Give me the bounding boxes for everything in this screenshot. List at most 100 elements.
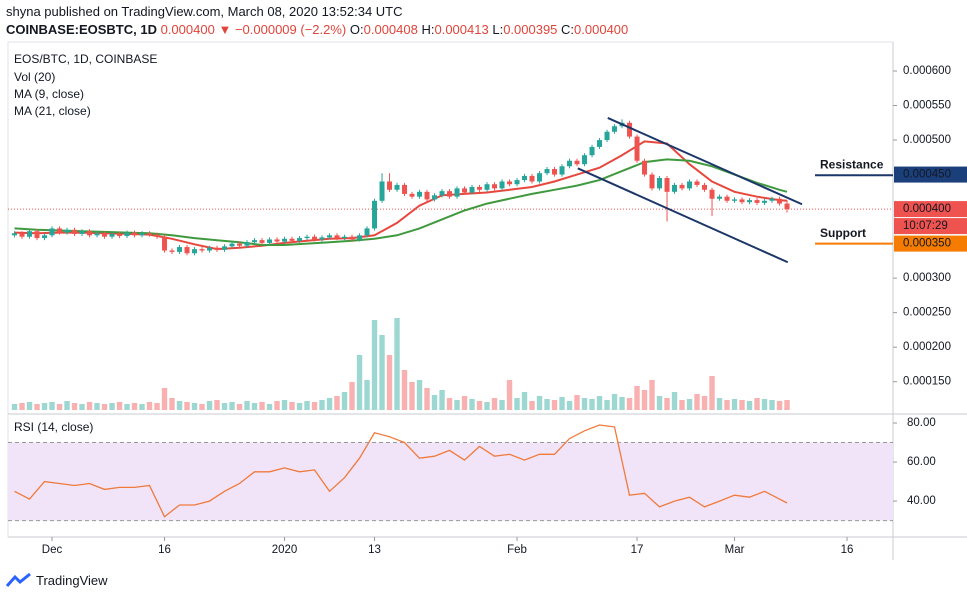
volume-bar (761, 399, 768, 410)
candle-body (312, 236, 318, 240)
candle-body (439, 191, 445, 196)
candle-body (409, 193, 415, 197)
candle-body (289, 238, 295, 241)
brand: TradingView (36, 572, 108, 588)
volume-bar (341, 392, 348, 410)
volume-bar (274, 401, 280, 410)
volume-bar (221, 403, 228, 410)
volume-bar (596, 396, 603, 410)
volume-bar (109, 403, 115, 410)
change: −0.000009 (−2.2%) (234, 22, 347, 37)
candle-body (64, 229, 70, 233)
candle-body (432, 195, 438, 200)
candle-body (94, 233, 100, 236)
ohlc-label: O: (349, 22, 364, 37)
candle-body (34, 231, 40, 239)
candle-body (379, 181, 385, 201)
volume-bar (184, 402, 190, 410)
volume-bar (364, 380, 370, 410)
volume-bar (769, 400, 775, 410)
candle-body (199, 249, 205, 251)
candle-body (739, 199, 745, 203)
candle-body (357, 235, 363, 240)
level-label: Resistance (820, 157, 884, 171)
volume-bar (446, 398, 453, 410)
candle-body (469, 186, 475, 193)
volume-bar (176, 401, 183, 410)
volume-bar (154, 403, 160, 410)
candle-body (349, 236, 355, 240)
candle-body (702, 184, 708, 190)
candle-body (642, 160, 648, 175)
candle-body (214, 247, 220, 250)
candle-body (537, 173, 543, 182)
candle-body (297, 238, 303, 241)
volume-bar (499, 400, 505, 410)
candle-body (259, 240, 265, 243)
candle-body (12, 233, 18, 236)
volume-bar (611, 394, 618, 410)
candle-body (454, 188, 460, 197)
candle-body (687, 181, 693, 189)
candle-body (604, 131, 610, 141)
y-tick-label: 0.000200 (903, 341, 951, 353)
volume-bar (476, 401, 483, 410)
candle-body (754, 200, 760, 203)
candle-body (244, 242, 250, 246)
candle-body (387, 181, 393, 190)
candle-body (237, 243, 243, 246)
trendline (577, 167, 789, 264)
candle-body (657, 178, 663, 189)
candle-body (334, 235, 340, 239)
y-tick-label: 0.000600 (903, 65, 951, 77)
volume-bar (454, 400, 460, 410)
rsi-band (8, 442, 893, 521)
candle-body (484, 184, 490, 190)
symbol: COINBASE:EOSBTC, 1D (6, 22, 157, 37)
y-tick-label: 0.000250 (903, 307, 951, 319)
volume-bar (266, 404, 273, 410)
candle-body (154, 234, 160, 237)
candle-body (102, 233, 108, 237)
volume-bar (124, 404, 130, 410)
ma-line (14, 158, 788, 246)
candle-body (147, 233, 153, 235)
candle-body (267, 239, 273, 243)
ohlc-value: 0.000413 (434, 22, 489, 37)
ohlc-label: H: (421, 22, 435, 37)
legend-entry: MA (9, close) (14, 87, 84, 101)
x-tick-label: Mar (725, 544, 745, 556)
ohlc-value: 0.000408 (363, 22, 418, 37)
candle-body (42, 235, 48, 239)
volume-bar (536, 396, 543, 410)
volume-bar (34, 404, 40, 410)
volume-bar (776, 401, 783, 410)
candle-body (447, 191, 453, 197)
x-tick-label: Feb (507, 544, 527, 556)
legend-entry: MA (21, close) (14, 104, 91, 118)
candle-body (612, 126, 618, 132)
volume-bar (356, 355, 363, 410)
price-tag (894, 235, 967, 252)
volume-bar (784, 400, 790, 410)
volume-bar (326, 398, 333, 410)
volume-bar (394, 318, 400, 410)
x-tick-label: Dec (42, 544, 63, 556)
candle-body (327, 235, 333, 238)
ohlc-label: L: (492, 22, 504, 37)
volume-bar (559, 397, 565, 410)
candle-body (169, 250, 175, 252)
volume-bar (521, 392, 528, 410)
volume-bar (716, 398, 723, 410)
chart-title: EOS/BTC, 1D, COINBASE (14, 52, 157, 66)
candle-body (694, 181, 700, 185)
pane-title: RSI (14, close) (14, 420, 93, 434)
volume-bar (416, 380, 423, 410)
volume-bar (146, 402, 153, 410)
price-tag (894, 201, 967, 218)
ohlc-label: C: (561, 22, 575, 37)
volume-bar (371, 320, 378, 410)
candle-body (417, 191, 423, 197)
volume-bar (686, 399, 693, 410)
volume-bar (469, 399, 475, 410)
